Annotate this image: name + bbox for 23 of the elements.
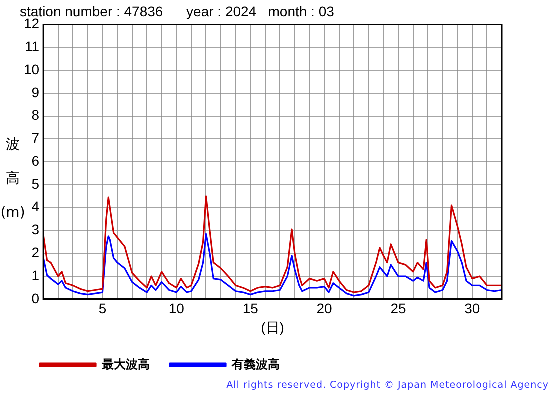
text: 波高(m) bbox=[0, 137, 26, 221]
y-tick-label: 7 bbox=[32, 130, 40, 146]
legend-label: 有義波高 bbox=[231, 357, 280, 372]
y-tick-label: 5 bbox=[32, 176, 40, 192]
y-tick-label: 4 bbox=[32, 198, 40, 215]
x-tick-label: 30 bbox=[464, 300, 480, 317]
y-tick-label: 9 bbox=[32, 84, 40, 100]
y-tick-label: 10 bbox=[24, 61, 40, 78]
y-tick-label: 3 bbox=[32, 222, 40, 238]
x-tick-label: 15 bbox=[242, 300, 259, 317]
y-tick-label: 6 bbox=[32, 152, 40, 169]
x-tick-label: 10 bbox=[168, 300, 185, 317]
legend-label: 最大波高 bbox=[101, 357, 150, 372]
y-tick-label: 1 bbox=[32, 267, 40, 284]
x-tick-label: 5 bbox=[98, 300, 107, 317]
y-tick-label: 2 bbox=[32, 244, 40, 260]
text: All rights reserved. Copyright © Japan Meteorological Agency bbox=[226, 380, 549, 391]
y-tick-label: 0 bbox=[32, 290, 40, 306]
x-axis-title: (日) bbox=[261, 319, 284, 336]
y-tick-label: 11 bbox=[25, 38, 40, 55]
x-tick-label: 20 bbox=[316, 300, 333, 317]
x-tick-label: 25 bbox=[390, 300, 406, 317]
y-tick-label: 8 bbox=[32, 107, 40, 124]
